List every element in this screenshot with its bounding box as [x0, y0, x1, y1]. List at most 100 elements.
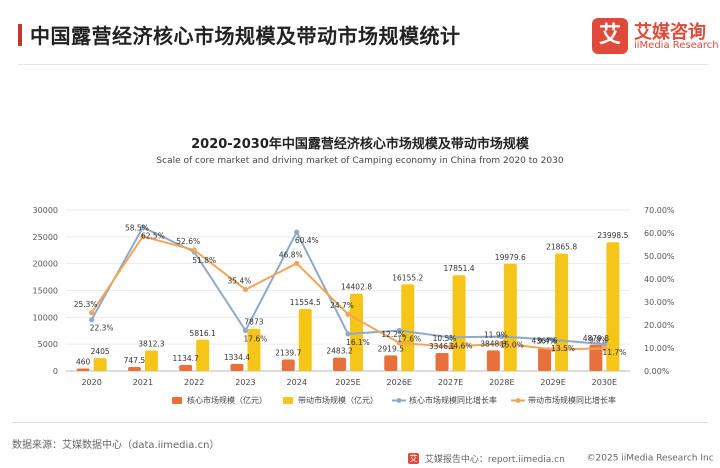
- driving-growth-point: [191, 247, 197, 253]
- x-tick-label: 2020: [81, 378, 101, 387]
- core-market-value-label: 1134.7: [173, 354, 199, 363]
- driving-growth-label: 9.8%: [589, 335, 608, 344]
- core-market-bar: [384, 355, 398, 371]
- core-market-bar: [76, 368, 90, 371]
- core-growth-point: [345, 331, 351, 337]
- y-right-tick-label: 30.00%: [644, 298, 675, 307]
- x-tick-label: 2023: [235, 378, 255, 387]
- driving-market-value-label: 19979.6: [495, 253, 526, 262]
- legend-label: 核心市场规模同比增长率: [409, 395, 497, 405]
- driving-growth-point: [499, 341, 505, 347]
- iimedia-logo[interactable]: 艾 艾媒咨询 iiMedia Research: [592, 18, 719, 58]
- driving-market-bar: [401, 284, 415, 371]
- driving-market-value-label: 5816.1: [190, 329, 216, 338]
- y-left-tick-label: 5000: [38, 340, 58, 349]
- core-market-value-label: 4367.6: [531, 337, 557, 346]
- core-growth-label: 16.1%: [346, 338, 370, 347]
- core-market-value-label: 2483.2: [326, 347, 352, 356]
- core-market-bar: [486, 350, 500, 371]
- y-right-tick-label: 40.00%: [644, 275, 675, 284]
- page-title: 中国露营经济核心市场规模及带动市场规模统计: [30, 24, 461, 48]
- footer-credits: 艾 艾媒报告中心：report.iimedia.cn ©2025 iiMedia…: [408, 452, 714, 465]
- x-tick-label: 2022: [184, 378, 204, 387]
- core-market-value-label: 3346.1: [429, 342, 455, 351]
- chart-title: 2020-2030年中国露营经济核心市场规模及带动市场规模: [191, 137, 529, 152]
- core-growth-label: 13.5%: [551, 344, 575, 353]
- logo-mark-icon: 艾: [592, 18, 628, 54]
- copyright-text: ©2025 iiMedia Research Inc: [586, 453, 714, 464]
- driving-growth-point: [601, 345, 607, 352]
- driving-growth-label: 46.8%: [279, 250, 303, 259]
- core-growth-label: 22.3%: [90, 324, 114, 333]
- driving-growth-label: 58.5%: [125, 223, 149, 232]
- driving-growth-point: [396, 340, 402, 346]
- driving-growth-point: [242, 286, 249, 293]
- title-accent-bar: [18, 24, 22, 46]
- footer-divider: [12, 422, 708, 423]
- x-tick-label: 2025E: [335, 378, 360, 387]
- driving-market-value-label: 7873: [244, 318, 263, 327]
- driving-growth-label: 10.5%: [433, 334, 457, 343]
- core-market-bar: [333, 357, 346, 371]
- driving-market-bar: [144, 350, 158, 371]
- logo-name-en: iiMedia Research: [634, 40, 719, 51]
- driving-market-value-label: 2405: [91, 347, 110, 356]
- y-left-tick-label: 0: [53, 367, 58, 376]
- y-left-tick-label: 15000: [33, 287, 58, 296]
- core-growth-label: 60.4%: [295, 236, 319, 245]
- legend-swatch-point: [515, 398, 521, 403]
- core-market-value-label: 3848.3: [480, 339, 506, 348]
- core-growth-label: 14.6%: [449, 341, 473, 350]
- core-market-value-label: 460: [76, 358, 91, 367]
- legend-swatch: [172, 397, 182, 404]
- core-market-bar: [435, 353, 449, 371]
- driving-growth-label: 9.4%: [538, 336, 557, 345]
- core-market-value-label: 747.5: [124, 356, 146, 365]
- y-right-tick-label: 0.00%: [644, 367, 670, 376]
- driving-growth-label: 11.9%: [484, 331, 508, 340]
- core-growth-label: 62.5%: [141, 231, 165, 240]
- header: 中国露营经济核心市场规模及带动市场规模统计 艾 艾媒咨询 iiMedia Res…: [0, 0, 720, 72]
- core-growth-point: [396, 327, 402, 334]
- y-left-tick-label: 30000: [33, 206, 58, 215]
- driving-growth-point: [140, 233, 146, 240]
- core-growth-label: 51.8%: [192, 256, 216, 265]
- legend-swatch: [283, 397, 293, 404]
- core-growth-label: 11.7%: [602, 348, 626, 357]
- core-growth-point: [601, 341, 607, 347]
- driving-market-value-label: 16155.2: [392, 273, 423, 282]
- core-growth-point: [447, 334, 454, 341]
- driving-market-value-label: 17851.4: [444, 264, 475, 273]
- data-source: 数据来源：艾媒数据中心（data.iimedia.cn）: [12, 440, 220, 451]
- y-right-tick-label: 50.00%: [644, 252, 675, 261]
- chart-subtitle: Scale of core market and driving market …: [156, 156, 564, 166]
- core-market-value-label: 1334.4: [224, 353, 250, 362]
- header-divider: [18, 64, 708, 65]
- driving-market-bar: [350, 293, 363, 371]
- driving-market-value-label: 11554.5: [290, 298, 321, 307]
- driving-market-bar: [298, 308, 312, 371]
- driving-growth-label: 52.6%: [176, 237, 200, 246]
- core-growth-point: [294, 229, 300, 235]
- driving-growth-point: [345, 311, 351, 317]
- report-center-link[interactable]: 艾媒报告中心：report.iimedia.cn: [424, 455, 565, 465]
- core-market-bar: [281, 359, 295, 371]
- driving-market-value-label: 14402.8: [341, 283, 372, 292]
- driving-market-value-label: 3812.3: [138, 340, 164, 349]
- combo-chart: 0 5000 10000 15000 20000 25000 30000 0.00% 10.00…: [33, 206, 675, 405]
- y-left-tick-label: 20000: [33, 260, 58, 269]
- driving-market-bar: [196, 339, 210, 371]
- core-growth-point: [499, 333, 505, 340]
- core-market-value-label: 2139.7: [275, 349, 301, 358]
- driving-market-bar: [503, 263, 517, 371]
- core-market-bar: [589, 344, 603, 371]
- legend-swatch-point: [396, 398, 402, 403]
- core-growth-point: [89, 317, 95, 323]
- driving-growth-point: [447, 344, 454, 350]
- driving-growth-label: 12.2%: [381, 330, 405, 339]
- driving-growth-label: 25.3%: [74, 300, 98, 309]
- driving-growth-point: [89, 310, 95, 316]
- core-market-bar: [127, 366, 141, 371]
- y-right-tick-label: 10.00%: [644, 344, 675, 353]
- core-market-bar: [179, 364, 193, 371]
